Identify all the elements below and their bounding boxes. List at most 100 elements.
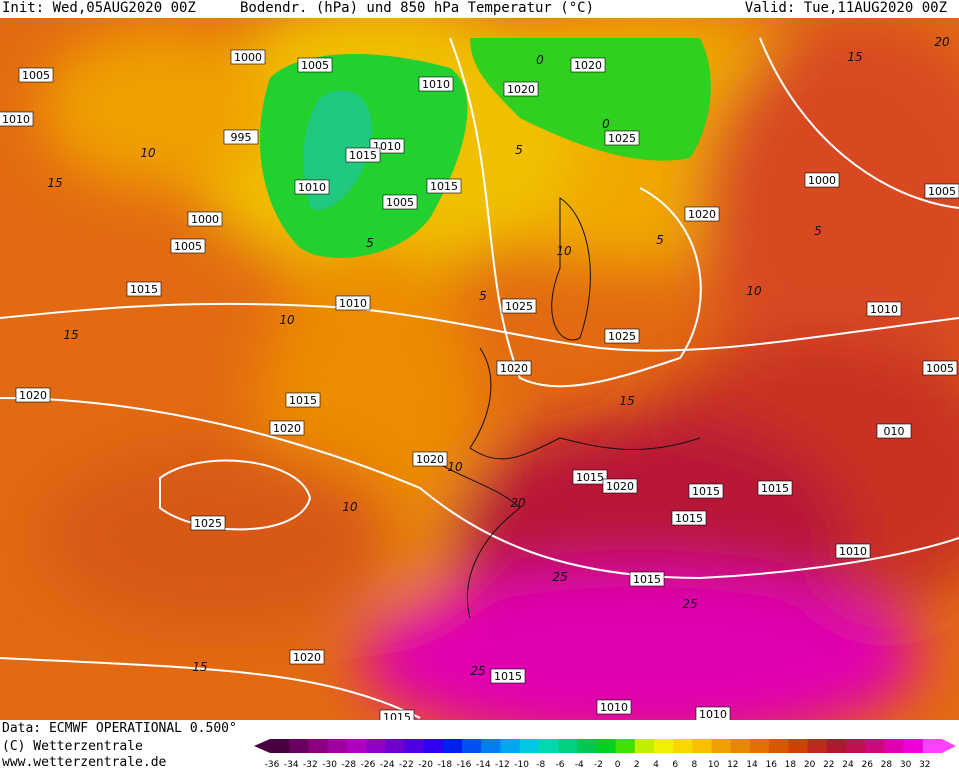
- scale-label: 2: [634, 760, 640, 770]
- scale-cell: [615, 739, 636, 753]
- temperature-label: 25: [682, 597, 697, 611]
- scale-cell: [327, 739, 348, 753]
- isobar-label: 010: [884, 425, 905, 438]
- isobar-label: 1005: [301, 59, 329, 72]
- isobar-label: 1005: [926, 362, 954, 375]
- isobar-label-box: [426, 178, 462, 194]
- isobar-label-box: [876, 423, 912, 439]
- scale-label: 30: [900, 760, 912, 770]
- isobar-label-box: [671, 510, 707, 526]
- scale-cell: [865, 739, 885, 753]
- isobar-label: 1025: [608, 132, 636, 145]
- isobar-label: 1025: [608, 330, 636, 343]
- isobar-label-box: [596, 699, 632, 715]
- isobar-label: 1015: [692, 485, 720, 498]
- isobar-label: 1010: [2, 113, 30, 126]
- scale-label: 20: [804, 760, 816, 770]
- isobar-label: 1020: [19, 389, 47, 402]
- temperature-label: 15: [619, 394, 634, 408]
- isobar-label-box: [757, 480, 793, 496]
- isobar-label: 1015: [761, 482, 789, 495]
- scale-label: 28: [881, 760, 893, 770]
- scale-cell: [769, 739, 789, 753]
- isobar-label: 1015: [130, 283, 158, 296]
- scale-cell: [442, 739, 463, 753]
- isobar-label-box: [335, 295, 371, 311]
- isobar-label-box: [345, 147, 381, 163]
- isobar-label: 1020: [500, 362, 528, 375]
- scale-label: 24: [842, 760, 854, 770]
- isobar-label: 1005: [386, 196, 414, 209]
- temperature-label: 20: [510, 496, 526, 510]
- scale-cell: [826, 739, 847, 753]
- scale-label: -18: [437, 760, 452, 770]
- isobar-label-box: [922, 360, 958, 376]
- temperature-label: 5: [479, 289, 487, 303]
- scale-label: -6: [556, 760, 565, 770]
- scale-label: -16: [457, 760, 472, 770]
- isobar-label: 1000: [191, 213, 219, 226]
- scale-label: 14: [746, 760, 758, 770]
- scale-label: 12: [727, 760, 738, 770]
- scale-cell: [673, 739, 693, 753]
- temperature-label: 25: [552, 570, 567, 584]
- isobar-label-box: [18, 67, 54, 83]
- isobar-label: 1015: [494, 670, 522, 683]
- isobar-label-box: [187, 211, 223, 227]
- scale-label: 10: [708, 760, 720, 770]
- isobar-label-box: [297, 57, 333, 73]
- isobar-label-box: [285, 392, 321, 408]
- temperature-label: 5: [366, 236, 374, 250]
- scale-cell: [884, 739, 905, 753]
- isobar-label-box: [412, 451, 448, 467]
- scale-label: 26: [861, 760, 873, 770]
- scale-cell: [462, 739, 482, 753]
- scale-cell: [634, 739, 655, 753]
- isobar-label: 995: [231, 131, 252, 144]
- scale-cell: [385, 739, 405, 753]
- scale-cell: [922, 739, 943, 753]
- scale-label: -30: [322, 760, 337, 770]
- isobar-label-box: [418, 76, 454, 92]
- scale-label: -20: [418, 760, 433, 770]
- isobar-label: 1015: [349, 149, 377, 162]
- isobar-label-box: [924, 183, 959, 199]
- isobar-label-box: [804, 172, 840, 188]
- data-source: Data: ECMWF OPERATIONAL 0.500°: [2, 721, 237, 736]
- temperature-label: 5: [656, 233, 664, 247]
- scale-arrow-right: [942, 739, 956, 753]
- scale-label: -26: [361, 760, 376, 770]
- scale-cell: [423, 739, 444, 753]
- isobar-label: 1015: [633, 573, 661, 586]
- scale-cell: [596, 739, 617, 753]
- isobar-label: 1015: [430, 180, 458, 193]
- isobar-label-box: [604, 130, 640, 146]
- scale-label: -24: [380, 760, 395, 770]
- isobar-label: 1025: [505, 300, 533, 313]
- isobar-label-box: [835, 543, 871, 559]
- scale-cell: [730, 739, 751, 753]
- scale-label: -12: [495, 760, 510, 770]
- isobar-label: 1020: [688, 208, 716, 221]
- scale-arrow-left: [254, 739, 270, 753]
- scale-label: 8: [692, 760, 698, 770]
- temperature-label: 20: [934, 35, 950, 49]
- isobar-label-box: [496, 360, 532, 376]
- temperature-label: 15: [192, 660, 207, 674]
- scale-label: 0: [615, 760, 621, 770]
- valid-time: Valid: Tue,11AUG2020 00Z: [744, 0, 947, 16]
- temperature-label: 10: [746, 284, 762, 298]
- isobar-label-box: [0, 111, 34, 127]
- temperature-label: 10: [279, 313, 295, 327]
- scale-cell: [711, 739, 732, 753]
- isobar-label-box: [294, 179, 330, 195]
- scale-cell: [558, 739, 578, 753]
- isobar-label-box: [382, 194, 418, 210]
- color-scale: -36 -34 -32 -30 -28 -26 -24 -22 -20 -18 -16 -14 -12-…: [254, 739, 956, 770]
- scale-label: -32: [303, 760, 318, 770]
- scale-cell: [270, 739, 290, 753]
- isobar-label: 1005: [928, 185, 956, 198]
- isobar-label: 1025: [194, 517, 222, 530]
- scale-label: 16: [765, 760, 777, 770]
- scale-cell: [654, 739, 674, 753]
